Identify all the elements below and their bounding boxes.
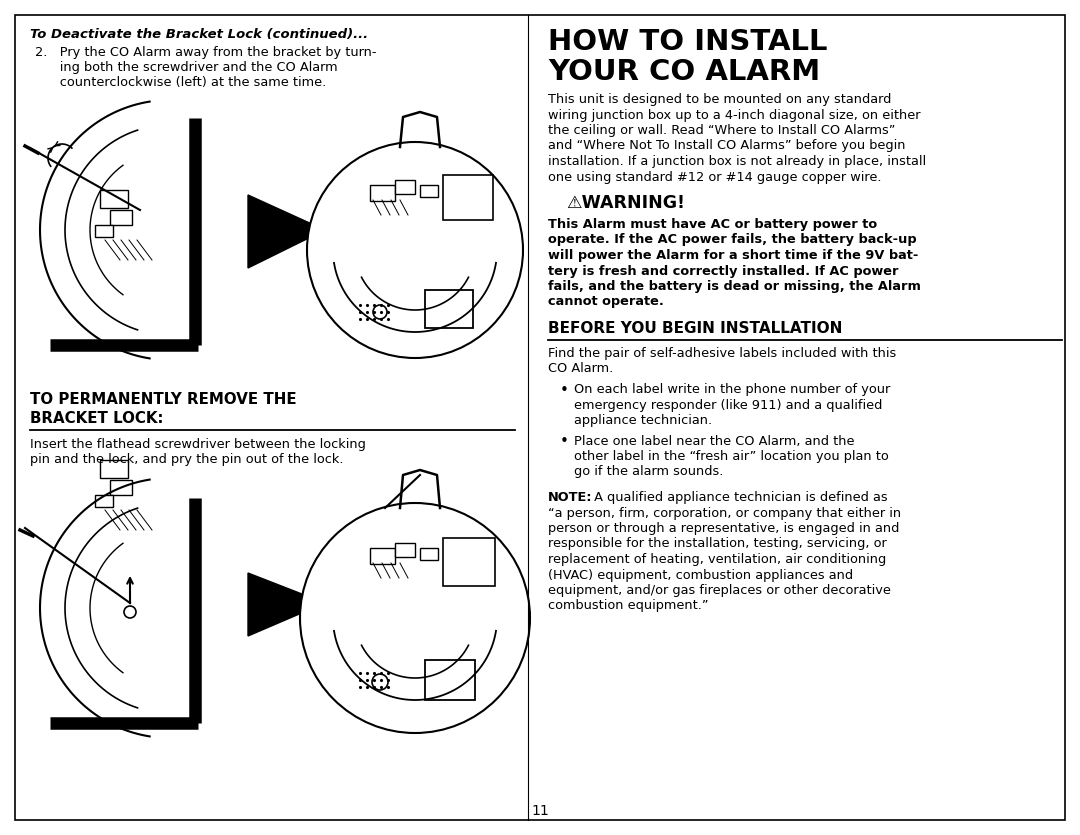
Text: On each label write in the phone number of your: On each label write in the phone number … bbox=[573, 383, 890, 396]
Text: person or through a representative, is engaged in and: person or through a representative, is e… bbox=[548, 522, 900, 535]
Text: other label in the “fresh air” location you plan to: other label in the “fresh air” location … bbox=[573, 450, 889, 463]
Bar bbox=[395, 543, 415, 557]
Text: •: • bbox=[561, 383, 569, 398]
FancyBboxPatch shape bbox=[100, 190, 129, 208]
Text: ing both the screwdriver and the CO Alarm: ing both the screwdriver and the CO Alar… bbox=[35, 61, 338, 74]
Text: cannot operate.: cannot operate. bbox=[548, 296, 664, 308]
Circle shape bbox=[372, 674, 388, 690]
Text: 2.   Pry the CO Alarm away from the bracket by turn-: 2. Pry the CO Alarm away from the bracke… bbox=[35, 46, 377, 59]
Text: 11: 11 bbox=[531, 804, 549, 818]
Text: responsible for the installation, testing, servicing, or: responsible for the installation, testin… bbox=[548, 538, 887, 550]
Text: BRACKET LOCK:: BRACKET LOCK: bbox=[30, 411, 163, 426]
Text: tery is fresh and correctly installed. If AC power: tery is fresh and correctly installed. I… bbox=[548, 265, 899, 277]
FancyBboxPatch shape bbox=[95, 495, 113, 507]
Text: (HVAC) equipment, combustion appliances and: (HVAC) equipment, combustion appliances … bbox=[548, 569, 853, 581]
Bar bbox=[370, 548, 395, 564]
Text: This unit is designed to be mounted on any standard: This unit is designed to be mounted on a… bbox=[548, 93, 891, 106]
FancyBboxPatch shape bbox=[110, 480, 132, 495]
FancyBboxPatch shape bbox=[95, 225, 113, 237]
Text: will power the Alarm for a short time if the 9V bat-: will power the Alarm for a short time if… bbox=[548, 249, 918, 262]
Text: appliance technician.: appliance technician. bbox=[573, 414, 712, 427]
Text: go if the alarm sounds.: go if the alarm sounds. bbox=[573, 465, 724, 478]
FancyBboxPatch shape bbox=[110, 210, 132, 225]
Circle shape bbox=[373, 305, 387, 319]
Text: one using standard #12 or #14 gauge copper wire.: one using standard #12 or #14 gauge copp… bbox=[548, 170, 881, 184]
Text: Place one label near the CO Alarm, and the: Place one label near the CO Alarm, and t… bbox=[573, 434, 854, 448]
Bar bbox=[426, 290, 473, 328]
Bar bbox=[426, 660, 475, 700]
Text: •: • bbox=[561, 434, 569, 449]
Text: equipment, and/or gas fireplaces or other decorative: equipment, and/or gas fireplaces or othe… bbox=[548, 584, 891, 597]
Bar bbox=[443, 538, 495, 586]
Polygon shape bbox=[248, 195, 325, 268]
Text: counterclockwise (left) at the same time.: counterclockwise (left) at the same time… bbox=[35, 76, 326, 89]
Circle shape bbox=[307, 142, 523, 358]
Text: combustion equipment.”: combustion equipment.” bbox=[548, 600, 708, 613]
Text: A qualified appliance technician is defined as: A qualified appliance technician is defi… bbox=[590, 491, 888, 504]
Text: TO PERMANENTLY REMOVE THE: TO PERMANENTLY REMOVE THE bbox=[30, 392, 297, 407]
Bar bbox=[395, 180, 415, 194]
Bar bbox=[420, 185, 438, 197]
Text: To Deactivate the Bracket Lock (continued)...: To Deactivate the Bracket Lock (continue… bbox=[30, 28, 368, 41]
Bar bbox=[370, 185, 395, 201]
Text: CO Alarm.: CO Alarm. bbox=[548, 362, 613, 376]
Text: “a person, firm, corporation, or company that either in: “a person, firm, corporation, or company… bbox=[548, 507, 901, 519]
Text: fails, and the battery is dead or missing, the Alarm: fails, and the battery is dead or missin… bbox=[548, 280, 921, 293]
Polygon shape bbox=[248, 573, 325, 636]
Text: BEFORE YOU BEGIN INSTALLATION: BEFORE YOU BEGIN INSTALLATION bbox=[548, 321, 842, 336]
Text: Find the pair of self-adhesive labels included with this: Find the pair of self-adhesive labels in… bbox=[548, 347, 896, 360]
Text: wiring junction box up to a 4-inch diagonal size, on either: wiring junction box up to a 4-inch diago… bbox=[548, 109, 920, 122]
Text: emergency responder (like 911) and a qualified: emergency responder (like 911) and a qua… bbox=[573, 398, 882, 412]
FancyBboxPatch shape bbox=[100, 460, 129, 478]
Text: pin and the lock, and pry the pin out of the lock.: pin and the lock, and pry the pin out of… bbox=[30, 453, 343, 466]
Text: NOTE:: NOTE: bbox=[548, 491, 593, 504]
Bar bbox=[420, 548, 438, 560]
Circle shape bbox=[124, 606, 136, 618]
Text: ⚠WARNING!: ⚠WARNING! bbox=[566, 194, 685, 212]
Circle shape bbox=[300, 503, 530, 733]
Text: This Alarm must have AC or battery power to: This Alarm must have AC or battery power… bbox=[548, 218, 877, 231]
Text: YOUR CO ALARM: YOUR CO ALARM bbox=[548, 58, 820, 86]
Text: and “Where Not To Install CO Alarms” before you begin: and “Where Not To Install CO Alarms” bef… bbox=[548, 139, 905, 153]
Text: installation. If a junction box is not already in place, install: installation. If a junction box is not a… bbox=[548, 155, 927, 168]
Text: the ceiling or wall. Read “Where to Install CO Alarms”: the ceiling or wall. Read “Where to Inst… bbox=[548, 124, 895, 137]
Text: operate. If the AC power fails, the battery back-up: operate. If the AC power fails, the batt… bbox=[548, 234, 917, 246]
Bar bbox=[443, 175, 492, 220]
Text: HOW TO INSTALL: HOW TO INSTALL bbox=[548, 28, 827, 56]
Text: Insert the flathead screwdriver between the locking: Insert the flathead screwdriver between … bbox=[30, 438, 366, 451]
Text: replacement of heating, ventilation, air conditioning: replacement of heating, ventilation, air… bbox=[548, 553, 887, 566]
